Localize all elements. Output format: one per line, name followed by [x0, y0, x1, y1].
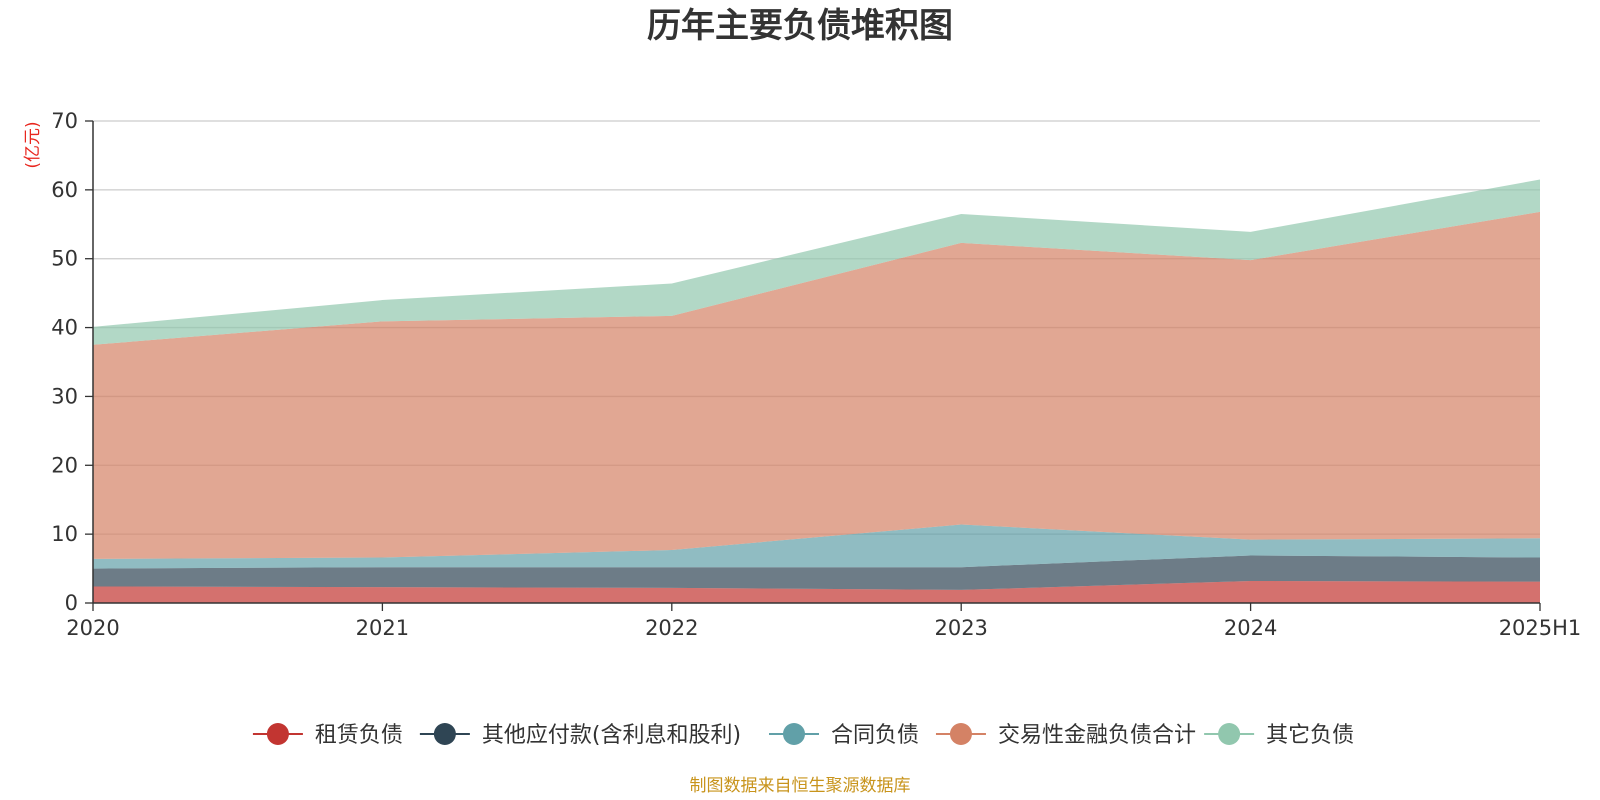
x-tick-label: 2025H1	[1499, 616, 1582, 640]
y-tick-label: 20	[51, 453, 78, 477]
area-series-3	[93, 211, 1540, 559]
y-tick-label: 40	[51, 316, 78, 340]
x-tick-label: 2020	[66, 616, 119, 640]
legend-item-2[interactable]: 合同负债	[769, 723, 919, 748]
legend-marker	[783, 723, 805, 745]
legend-label: 交易性金融负债合计	[998, 723, 1196, 748]
stacked-areas	[93, 179, 1540, 603]
legend-label: 合同负债	[831, 723, 919, 748]
legend-marker	[949, 723, 972, 745]
legend-label: 其他应付款(含利息和股利)	[482, 723, 741, 748]
area-series-4	[93, 179, 1540, 345]
legend-marker	[433, 723, 456, 745]
y-tick-label: 60	[51, 178, 78, 202]
x-tick-label: 2023	[934, 616, 987, 640]
y-tick-label: 30	[51, 384, 78, 408]
area-series-0	[93, 580, 1540, 603]
x-tick-label: 2024	[1224, 616, 1277, 640]
y-tick-label: 0	[65, 591, 78, 615]
x-tick-label: 2022	[645, 616, 698, 640]
legend-item-3[interactable]: 交易性金融负债合计	[935, 723, 1196, 748]
y-tick-label: 10	[51, 522, 78, 546]
source-note: 制图数据来自恒生聚源数据库	[690, 776, 911, 796]
legend: 租赁负债 其他应付款(含利息和股利) 合同负债 交易性金融负债合计 其它负债	[252, 723, 1354, 748]
y-tick-label: 70	[51, 109, 78, 133]
legend-marker	[1218, 723, 1241, 745]
y-axis-unit: (亿元)	[23, 121, 43, 168]
legend-item-4[interactable]: 其它负债	[1204, 723, 1354, 748]
legend-marker	[266, 723, 289, 745]
axes: 0 10 20 30 40 50 60 70 2020 2021 2022 2023 2024 2025H…	[51, 109, 1581, 640]
y-tick-label: 50	[51, 247, 78, 271]
legend-item-0[interactable]: 租赁负债	[252, 723, 403, 748]
legend-label: 租赁负债	[315, 723, 403, 748]
area-series-2	[93, 524, 1540, 569]
chart-title: 历年主要负债堆积图	[647, 6, 953, 46]
area-series-1	[93, 555, 1540, 590]
legend-item-1[interactable]: 其他应付款(含利息和股利)	[419, 723, 741, 748]
x-tick-label: 2021	[356, 616, 409, 640]
legend-label: 其它负债	[1266, 723, 1354, 748]
